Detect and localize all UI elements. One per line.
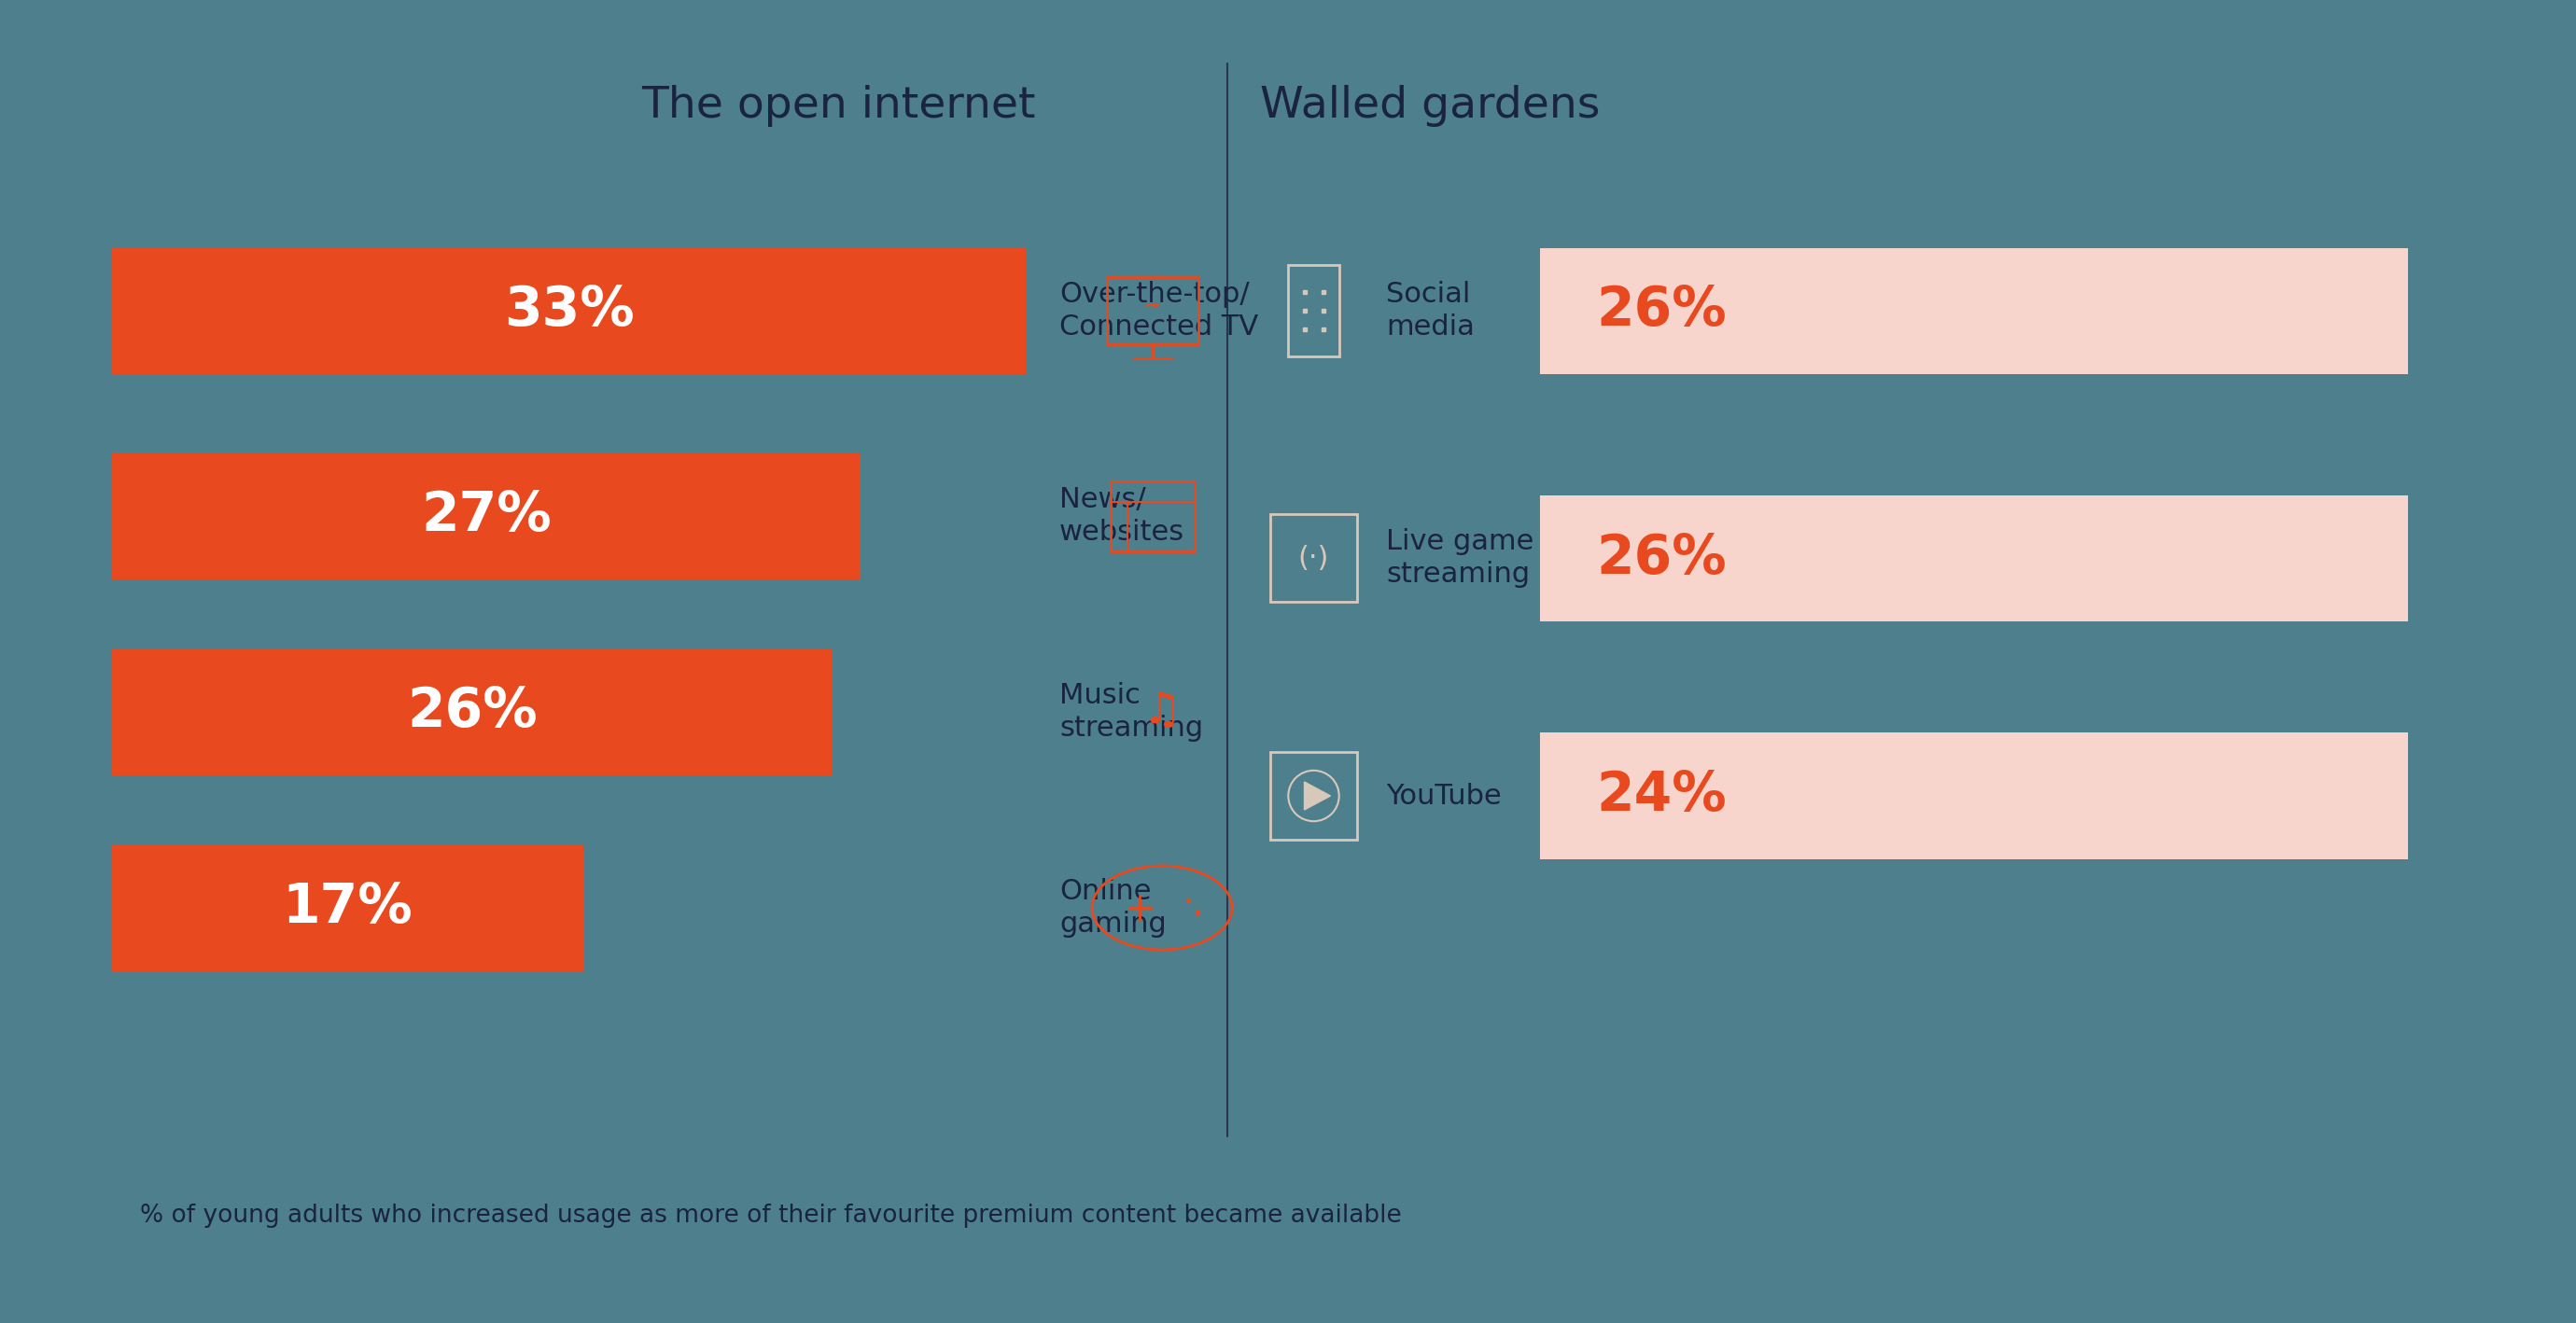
FancyBboxPatch shape <box>1540 247 2409 373</box>
FancyBboxPatch shape <box>1540 733 2409 859</box>
Text: 24%: 24% <box>1597 769 1726 823</box>
FancyBboxPatch shape <box>1540 495 2409 620</box>
Text: 26%: 26% <box>1597 284 1726 337</box>
Text: Online
gaming: Online gaming <box>1059 877 1167 938</box>
FancyBboxPatch shape <box>111 648 832 775</box>
Text: 26%: 26% <box>407 685 538 738</box>
Polygon shape <box>1303 782 1329 810</box>
Text: News/
websites: News/ websites <box>1059 486 1185 546</box>
Text: 27%: 27% <box>420 490 551 542</box>
Text: ~: ~ <box>1144 296 1162 315</box>
Text: Over-the-top/
Connected TV: Over-the-top/ Connected TV <box>1059 280 1257 341</box>
Text: Social
media: Social media <box>1386 280 1473 341</box>
Text: Music
streaming: Music streaming <box>1059 681 1203 742</box>
Text: YouTube: YouTube <box>1386 782 1502 810</box>
FancyBboxPatch shape <box>111 452 860 579</box>
Text: Live game
streaming: Live game streaming <box>1386 528 1533 589</box>
Text: 33%: 33% <box>505 284 634 337</box>
FancyBboxPatch shape <box>111 845 582 971</box>
FancyBboxPatch shape <box>111 247 1028 373</box>
Text: The open internet: The open internet <box>641 85 1036 127</box>
Text: % of young adults who increased usage as more of their favourite premium content: % of young adults who increased usage as… <box>139 1204 1401 1228</box>
Text: 26%: 26% <box>1597 532 1726 585</box>
Text: Walled gardens: Walled gardens <box>1260 85 1600 127</box>
Text: ♫: ♫ <box>1141 691 1182 733</box>
Text: 17%: 17% <box>283 881 412 934</box>
Text: (·): (·) <box>1298 544 1329 572</box>
